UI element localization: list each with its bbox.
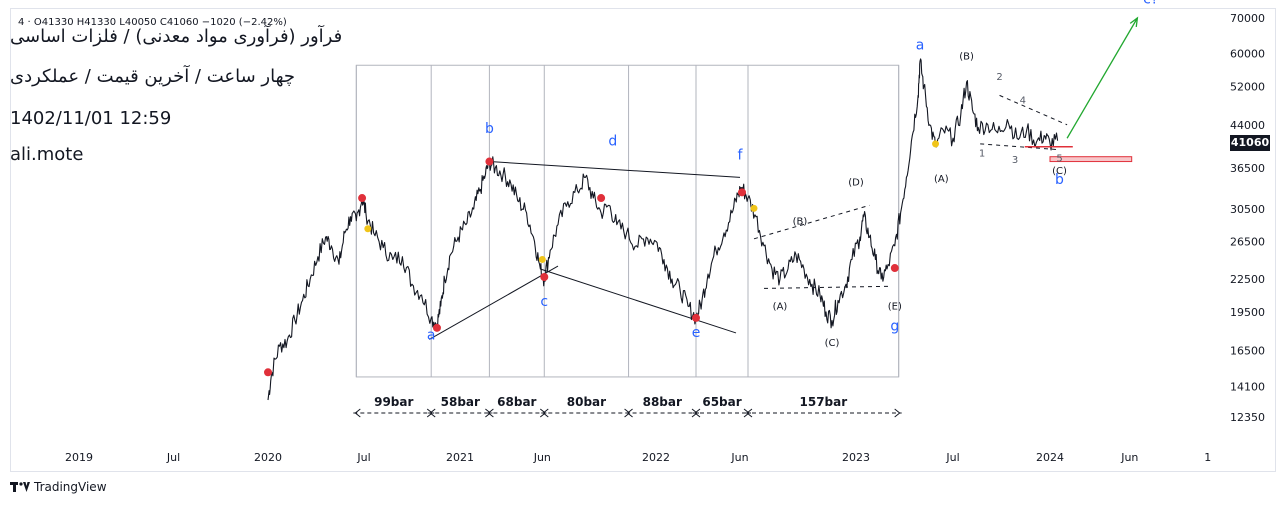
x-tick-label-9: Jul: [945, 451, 959, 464]
bar-count-arrowhead-left-4: [626, 408, 633, 418]
bar-count-arrowhead-left-5: [694, 408, 701, 418]
trend-line-6: [980, 143, 1058, 151]
x-tick-label-1: Jul: [166, 451, 180, 464]
wave-label-6: g: [890, 318, 899, 334]
wave-label-3: d: [608, 134, 617, 150]
wave-label-7: a: [916, 38, 925, 54]
bar-count-arrowhead-left-6: [746, 408, 753, 418]
chart-datetime: 1402/11/01 12:59: [10, 108, 172, 129]
chart-title: فرآور (فرآوری مواد معدنی) / فلزات اساسی: [10, 26, 343, 47]
y-tick-label-8: 19500: [1230, 306, 1265, 319]
pivot-point-0: [264, 368, 272, 377]
x-tick-label-2: 2020: [254, 451, 282, 464]
pivot-point-3: [485, 157, 494, 166]
x-tick-label-0: 2019: [65, 451, 93, 464]
y-tick-label-3: 44000: [1230, 119, 1265, 132]
marker-point-2: [750, 204, 758, 212]
chart-frame: [10, 8, 1276, 472]
y-tick-label-1: 60000: [1230, 47, 1265, 60]
wave-label-8: b: [1055, 172, 1064, 188]
wave-label-14: (E): [888, 302, 902, 313]
ohlc-readout: 4 · O41330 H41330 L40050 C41060 −1020 (−…: [18, 17, 287, 28]
wave-label-16: (B): [959, 51, 974, 62]
trend-line-1: [489, 161, 741, 178]
x-tick-label-7: Jun: [730, 451, 748, 464]
wave-label-2: c: [540, 294, 548, 310]
bar-count-arrowhead-left-1: [429, 408, 436, 418]
marker-point-3: [932, 140, 940, 148]
wave-label-1: b: [485, 121, 494, 137]
y-tick-label-6: 26500: [1230, 235, 1265, 248]
wave-label-0: a: [427, 327, 436, 343]
y-tick-label-10: 14100: [1230, 381, 1265, 394]
wave-label-5: f: [738, 148, 744, 164]
wave-label-9: c?: [1143, 0, 1158, 8]
trend-line-2: [540, 268, 737, 334]
wave-label-10: (A): [773, 302, 788, 313]
trend-line-0: [429, 265, 559, 340]
pivot-point-8: [890, 264, 899, 273]
bar-count-arrowhead-left-0: [354, 408, 361, 418]
trend-line-4: [763, 285, 889, 289]
footer-brand[interactable]: TradingView: [10, 480, 107, 494]
chart-subtitle: چهار ساعت / آخرین قیمت / عملکردی: [10, 66, 296, 87]
marker-point-1: [538, 255, 546, 263]
wave-label-11: (B): [793, 217, 808, 228]
wave-label-15: (A): [934, 174, 949, 185]
bar-count-arrowhead-left-3: [542, 408, 549, 418]
bar-count-label-6: 157bar: [800, 395, 848, 409]
pivot-point-7: [738, 188, 746, 197]
pivot-point-1: [358, 194, 367, 203]
x-tick-label-10: 2024: [1036, 451, 1064, 464]
y-tick-label-2: 52000: [1230, 80, 1265, 93]
bar-count-arrowhead-right-6: [894, 408, 901, 418]
x-tick-label-8: 2023: [842, 451, 870, 464]
chart-author: ali.mote: [10, 144, 84, 165]
support-zone-box: [1049, 156, 1133, 163]
y-tick-label-4: 36500: [1230, 162, 1265, 175]
wave-label-12: (C): [825, 338, 840, 349]
y-tick-label-5: 30500: [1230, 203, 1265, 216]
pivot-point-2: [432, 323, 441, 332]
bar-count-label-1: 58bar: [441, 395, 480, 409]
y-tick-label-0: 70000: [1230, 12, 1265, 25]
bar-count-label-4: 88bar: [643, 395, 682, 409]
wave-label-13: (D): [848, 177, 864, 188]
wave-label-18: 2: [996, 72, 1002, 83]
x-tick-label-12: 1: [1204, 451, 1211, 464]
wave-label-22: 5: [1056, 154, 1062, 165]
bar-count-label-0: 99bar: [374, 395, 413, 409]
pivot-point-4: [540, 273, 549, 282]
y-tick-label-7: 22500: [1230, 273, 1265, 286]
wave-label-21: 3: [1012, 155, 1018, 166]
wave-label-17: (C): [1052, 166, 1067, 177]
target-arrow-line: [1066, 17, 1138, 139]
x-tick-label-11: Jun: [1120, 451, 1138, 464]
bar-count-label-5: 65bar: [702, 395, 741, 409]
target-arrowhead: [1129, 16, 1139, 28]
y-tick-label-9: 16500: [1230, 344, 1265, 357]
bar-count-label-3: 80bar: [567, 395, 606, 409]
wave-label-19: 4: [1020, 95, 1026, 106]
x-tick-label-4: 2021: [446, 451, 474, 464]
wave-label-4: e: [692, 325, 701, 341]
pivot-point-5: [597, 194, 606, 203]
x-tick-label-5: Jun: [533, 451, 551, 464]
wave-label-20: 1: [979, 149, 985, 160]
x-tick-label-3: Jul: [356, 451, 370, 464]
marker-point-0: [364, 225, 372, 233]
pivot-point-6: [692, 313, 700, 322]
bar-count-arrowhead-left-2: [487, 408, 494, 418]
tradingview-logo-icon: [10, 482, 30, 492]
footer-brand-label: TradingView: [34, 480, 107, 494]
y-tick-label-11: 12350: [1230, 411, 1265, 424]
price-series-line: [267, 58, 1059, 401]
x-tick-label-6: 2022: [642, 451, 670, 464]
trend-line-5: [999, 94, 1068, 126]
trend-line-3: [753, 204, 870, 240]
last-price-badge: 41060: [1230, 135, 1270, 151]
bar-count-label-2: 68bar: [497, 395, 536, 409]
